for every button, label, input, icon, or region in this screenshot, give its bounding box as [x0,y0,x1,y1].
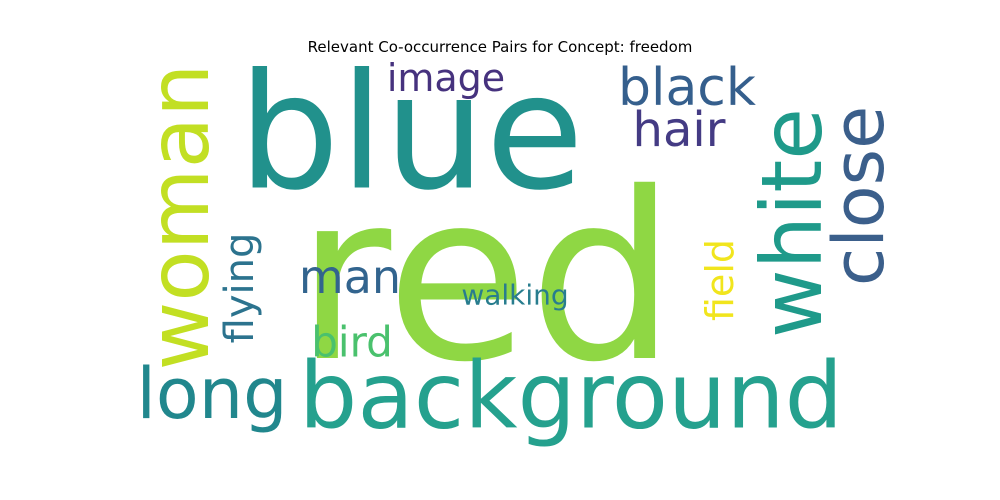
word-black: black [618,58,756,118]
word-flying: flying [217,233,263,344]
word-walking: walking [461,279,568,312]
word-red: red [296,143,676,413]
word-close: close [818,106,900,286]
word-long: long [136,353,287,435]
word-hair: hair [633,102,726,158]
word-man: man [299,250,401,304]
word-image: image [387,56,505,100]
word-field: field [698,239,742,321]
chart-title: Relevant Co-occurrence Pairs for Concept… [307,38,693,56]
word-blue: blue [238,39,584,226]
word-background: background [299,343,843,450]
word-white: white [743,108,841,338]
word-woman: woman [130,64,228,371]
word-bird: bird [311,318,393,367]
